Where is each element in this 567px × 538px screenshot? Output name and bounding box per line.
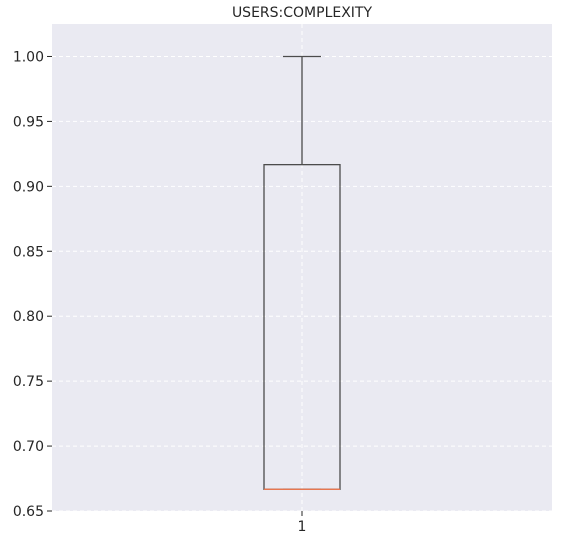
- chart-title: USERS:COMPLEXITY: [232, 5, 373, 21]
- y-tick-label: 0.80: [13, 309, 44, 325]
- y-tick-label: 0.95: [13, 114, 44, 130]
- y-tick-label: 0.70: [13, 439, 44, 455]
- y-tick-label: 0.75: [13, 374, 44, 390]
- axes: 0.65 0.70 0.75 0.80 0.85 0.90 0.95 1.00 1: [13, 49, 307, 535]
- y-tick-label: 1.00: [13, 49, 44, 65]
- grid-lines: [52, 24, 552, 512]
- y-tick-label: 0.90: [13, 179, 44, 195]
- x-tick-label: 1: [298, 519, 307, 535]
- boxes: [263, 55, 341, 490]
- y-tick-label: 0.85: [13, 244, 44, 260]
- y-tick-label: 0.65: [13, 504, 44, 520]
